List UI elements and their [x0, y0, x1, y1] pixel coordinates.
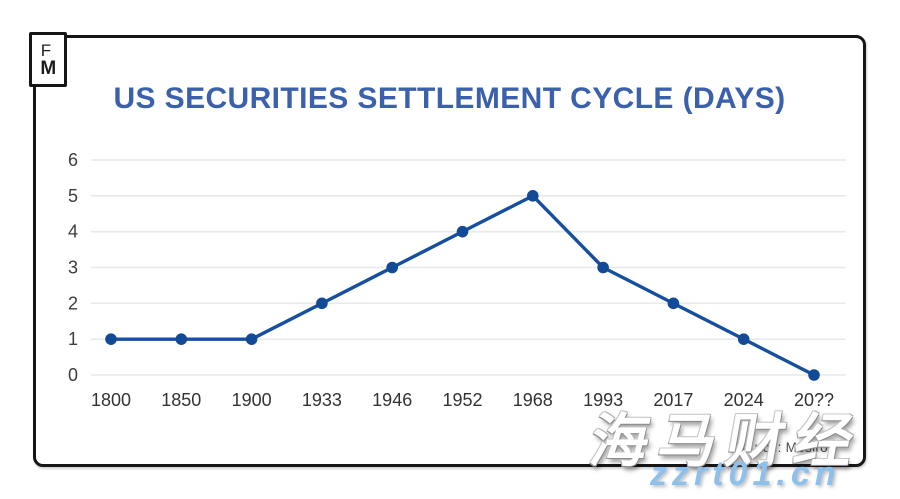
data-point: [667, 297, 680, 310]
y-tick-label: 1: [68, 329, 78, 349]
data-point: [386, 261, 399, 274]
trend-line: [109, 194, 816, 377]
y-tick-label: 3: [68, 258, 78, 278]
brand-logo: F M: [29, 32, 67, 87]
y-tick-label: 2: [68, 293, 78, 313]
x-tick-label: 1933: [302, 390, 342, 410]
x-tick-label: 1968: [513, 390, 553, 410]
settlement-cycle-chart: 0 1 2 3 4 5 6 1800 1850 1900 1933 1946 1952 1968 1993 2…: [68, 150, 846, 410]
x-tick-label: 2024: [724, 390, 764, 410]
x-tick-label: 1800: [91, 390, 131, 410]
data-point: [105, 333, 117, 345]
data-point: [808, 369, 820, 381]
data-point: [175, 333, 188, 345]
brand-logo-letter-f: F: [40, 40, 52, 60]
x-tick-label: 1946: [372, 390, 412, 410]
x-tick-label: 20??: [794, 390, 834, 410]
y-tick-label: 4: [68, 222, 78, 242]
chart-title: US SECURITIES SETTLEMENT CYCLE (DAYS): [113, 82, 786, 115]
y-tick-label: 6: [68, 150, 78, 170]
data-point: [527, 190, 539, 202]
data-point: [456, 225, 469, 238]
y-tick-label: 5: [68, 186, 78, 206]
brand-logo-letter-m: M: [40, 57, 56, 79]
x-tick-label: 1850: [161, 390, 201, 410]
source-attribution: Source: Mesirow: [733, 440, 839, 455]
x-tick-label: 2017: [653, 390, 693, 410]
data-point: [316, 297, 328, 310]
data-point: [597, 261, 609, 274]
x-tick-label: 1993: [583, 390, 623, 410]
y-tick-label: 0: [68, 365, 78, 385]
x-tick-label: 1952: [442, 390, 482, 410]
data-point: [245, 333, 258, 345]
data-point: [737, 333, 750, 345]
watermark-domain: zzrt01.cn: [650, 455, 841, 493]
x-tick-label: 1900: [232, 390, 272, 410]
